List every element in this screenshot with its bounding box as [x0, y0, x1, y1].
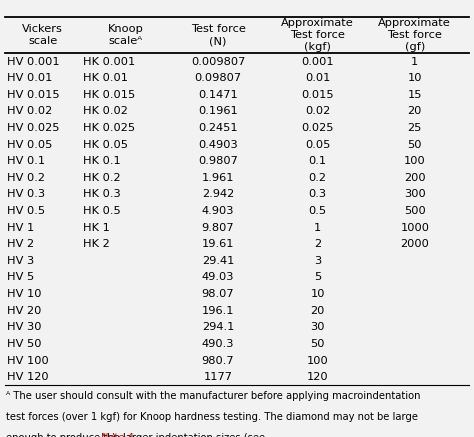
- Text: 5: 5: [314, 273, 321, 282]
- Text: 1000: 1000: [400, 223, 429, 232]
- Text: 0.1: 0.1: [309, 156, 327, 166]
- Text: HV 10: HV 10: [7, 289, 42, 299]
- Text: 1: 1: [314, 223, 321, 232]
- Text: 0.009807: 0.009807: [191, 57, 245, 66]
- Text: 200: 200: [404, 173, 426, 183]
- Text: HV 30: HV 30: [7, 323, 42, 332]
- Text: HV 5: HV 5: [7, 273, 34, 282]
- Text: 10: 10: [310, 289, 325, 299]
- Text: 0.001: 0.001: [301, 57, 334, 66]
- Text: HV 0.001: HV 0.001: [7, 57, 60, 66]
- Text: 4.903: 4.903: [202, 206, 234, 216]
- Text: Test force
(N): Test force (N): [191, 24, 246, 46]
- Text: HK 0.025: HK 0.025: [83, 123, 135, 133]
- Text: 15: 15: [408, 90, 422, 100]
- Text: 100: 100: [404, 156, 426, 166]
- Text: 19.61: 19.61: [202, 239, 234, 249]
- Text: 0.2: 0.2: [309, 173, 327, 183]
- Text: 2: 2: [314, 239, 321, 249]
- Text: 0.1471: 0.1471: [198, 90, 238, 100]
- Text: 0.3: 0.3: [309, 190, 327, 199]
- Text: 1: 1: [411, 57, 419, 66]
- Text: Knoop
scaleᴬ: Knoop scaleᴬ: [108, 24, 144, 46]
- Text: HV 0.01: HV 0.01: [7, 73, 53, 83]
- Text: HK 0.1: HK 0.1: [83, 156, 121, 166]
- Text: HK 0.3: HK 0.3: [83, 190, 121, 199]
- Text: HV 3: HV 3: [7, 256, 34, 266]
- Text: HK 0.05: HK 0.05: [83, 140, 128, 149]
- Text: 49.03: 49.03: [202, 273, 234, 282]
- Text: HV 50: HV 50: [7, 339, 42, 349]
- Text: 1177: 1177: [203, 372, 233, 382]
- Text: 120: 120: [307, 372, 328, 382]
- Text: Approximate
Test force
(kgf): Approximate Test force (kgf): [281, 17, 354, 52]
- Text: HV 120: HV 120: [7, 372, 49, 382]
- Text: HV 100: HV 100: [7, 356, 49, 365]
- Text: HV 0.05: HV 0.05: [7, 140, 53, 149]
- Text: 0.9807: 0.9807: [198, 156, 238, 166]
- Text: 2000: 2000: [401, 239, 429, 249]
- Text: 50: 50: [408, 140, 422, 149]
- Text: 0.05: 0.05: [305, 140, 330, 149]
- Text: 300: 300: [404, 190, 426, 199]
- Text: 0.02: 0.02: [305, 107, 330, 116]
- Text: HV 0.5: HV 0.5: [7, 206, 45, 216]
- Text: 9.807: 9.807: [202, 223, 234, 232]
- Text: 20: 20: [310, 306, 325, 316]
- Text: 10: 10: [408, 73, 422, 83]
- Text: 25: 25: [408, 123, 422, 133]
- Text: HV 0.02: HV 0.02: [7, 107, 52, 116]
- Text: 100: 100: [307, 356, 328, 365]
- Text: enough to produce the larger indentation sizes (see: enough to produce the larger indentation…: [6, 433, 268, 437]
- Text: HK 0.2: HK 0.2: [83, 173, 120, 183]
- Text: Vickers
scale: Vickers scale: [22, 24, 63, 46]
- Text: 20: 20: [408, 107, 422, 116]
- Text: ).: ).: [111, 433, 118, 437]
- Text: Approximate
Test force
(gf): Approximate Test force (gf): [378, 17, 451, 52]
- Text: 0.4903: 0.4903: [198, 140, 238, 149]
- Text: 0.09807: 0.09807: [194, 73, 242, 83]
- Text: 490.3: 490.3: [202, 339, 234, 349]
- Text: 98.07: 98.07: [202, 289, 234, 299]
- Text: 0.5: 0.5: [309, 206, 327, 216]
- Text: HK 0.001: HK 0.001: [83, 57, 135, 66]
- Text: HK 1: HK 1: [83, 223, 110, 232]
- Text: Note 4: Note 4: [100, 433, 134, 437]
- Text: 1.961: 1.961: [202, 173, 234, 183]
- Text: HV 20: HV 20: [7, 306, 42, 316]
- Text: 0.2451: 0.2451: [198, 123, 238, 133]
- Text: HV 2: HV 2: [7, 239, 34, 249]
- Text: HK 0.02: HK 0.02: [83, 107, 128, 116]
- Text: HK 0.5: HK 0.5: [83, 206, 121, 216]
- Text: 2.942: 2.942: [202, 190, 234, 199]
- Text: 29.41: 29.41: [202, 256, 234, 266]
- Text: 3: 3: [314, 256, 321, 266]
- Text: 50: 50: [310, 339, 325, 349]
- Text: HV 0.025: HV 0.025: [7, 123, 60, 133]
- Text: test forces (over 1 kgf) for Knoop hardness testing. The diamond may not be larg: test forces (over 1 kgf) for Knoop hardn…: [6, 412, 418, 422]
- Text: 0.015: 0.015: [301, 90, 334, 100]
- Text: HV 1: HV 1: [7, 223, 34, 232]
- Text: 0.01: 0.01: [305, 73, 330, 83]
- Text: HK 0.015: HK 0.015: [83, 90, 135, 100]
- Text: 0.025: 0.025: [301, 123, 334, 133]
- Text: ᴬ The user should consult with the manufacturer before applying macroindentation: ᴬ The user should consult with the manuf…: [6, 391, 420, 401]
- Text: HK 0.01: HK 0.01: [83, 73, 128, 83]
- Text: HK 2: HK 2: [83, 239, 109, 249]
- Text: HV 0.1: HV 0.1: [7, 156, 45, 166]
- Text: 980.7: 980.7: [202, 356, 234, 365]
- Text: 294.1: 294.1: [202, 323, 234, 332]
- Text: 196.1: 196.1: [202, 306, 234, 316]
- Text: HV 0.015: HV 0.015: [7, 90, 60, 100]
- Text: 0.1961: 0.1961: [198, 107, 238, 116]
- Text: HV 0.2: HV 0.2: [7, 173, 45, 183]
- Text: HV 0.3: HV 0.3: [7, 190, 45, 199]
- Text: 500: 500: [404, 206, 426, 216]
- Text: 30: 30: [310, 323, 325, 332]
